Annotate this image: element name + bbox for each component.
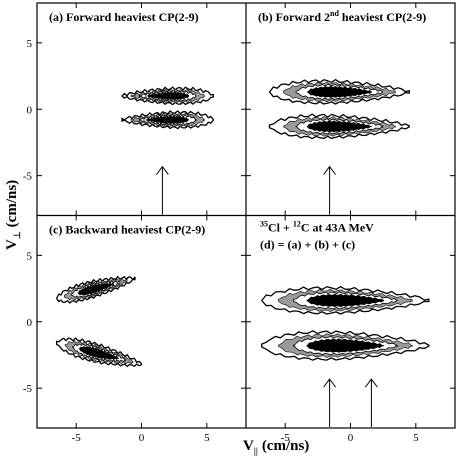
y-axis-symbol: V xyxy=(4,239,20,250)
panel-b-label-main: (b) Forward 2 xyxy=(258,10,330,24)
contour-b-lobe1-core xyxy=(307,85,372,98)
contour-a-lobe1-core xyxy=(146,91,189,101)
x-tick-label-left-5: 5 xyxy=(204,432,210,444)
contour-b-lobe2-core xyxy=(307,120,372,133)
panel-a: (a) Forward heaviest CP(2-9) xyxy=(37,3,246,216)
y-tick-label-bottom-5: 5 xyxy=(27,250,33,262)
contour-c-lobe2-core xyxy=(79,345,119,360)
x-axis-subscript: || xyxy=(254,446,258,456)
x-tick-label-left-0: 0 xyxy=(139,432,145,444)
panel-b-label-rest: heaviest CP(2-9) xyxy=(339,10,426,24)
x-tick-label-right--5: -5 xyxy=(281,432,291,444)
contour-a-lobe2-core xyxy=(146,115,189,125)
panel-a-label: (a) Forward heaviest CP(2-9) xyxy=(49,10,199,24)
panel-b-label-sup: nd xyxy=(330,9,339,18)
panel-b-label: (b) Forward 2nd heaviest CP(2-9) xyxy=(258,9,426,24)
axis-labels: V|| (cm/ns) V⊥(cm/ns) xyxy=(4,180,309,456)
panel-c: (c) Backward heaviest CP(2-9) xyxy=(37,215,246,428)
panels-layer: (a) Forward heaviest CP(2-9) (b) Forward … xyxy=(37,3,455,428)
y-tick-label-bottom--5: -5 xyxy=(23,383,33,395)
x-tick-label-right-0: 0 xyxy=(348,432,354,444)
arrow-d-2 xyxy=(364,378,378,427)
panel-b: (b) Forward 2nd heaviest CP(2-9) xyxy=(246,3,455,216)
figure-frame xyxy=(36,2,456,429)
contour-d-lobe2-core xyxy=(306,338,384,353)
x-tick-label-right-5: 5 xyxy=(413,432,419,444)
x-axis-unit: (cm/ns) xyxy=(262,438,310,454)
x-axis-symbol: V xyxy=(243,438,254,454)
y-axis-label: V⊥ (cm/ns) xyxy=(4,180,22,250)
y-tick-label-top-5: 5 xyxy=(27,38,33,50)
y-tick-label-bottom-0: 0 xyxy=(27,317,33,329)
contour-d-lobe1-core xyxy=(306,293,384,308)
y-axis-unit: (cm/ns) xyxy=(4,180,20,228)
y-tick-label-top--5: -5 xyxy=(23,171,33,183)
y-axis-subscript: ⊥ xyxy=(12,231,22,239)
contour-c-lobe1-core xyxy=(77,282,115,296)
panel-d-note-2: (d) = (a) + (b) + (c) xyxy=(260,238,355,252)
x-axis-label: V|| (cm/ns) xyxy=(243,438,309,456)
tick-labels: -5 0 5 -5 0 5 5 0 -5 5 0 -5 xyxy=(23,38,419,444)
x-tick-label-left--5: -5 xyxy=(72,432,82,444)
arrow-d-1 xyxy=(323,378,337,427)
arrow-a-1 xyxy=(155,165,169,215)
panel-c-label: (c) Backward heaviest CP(2-9) xyxy=(49,223,205,237)
arrow-b-1 xyxy=(323,165,337,215)
panel-d: 35Cl + 12C at 43A MeV (d) = (a) + (b) + (… xyxy=(246,215,455,428)
y-tick-label-top-0: 0 xyxy=(27,104,33,116)
panel-d-note-1: 35Cl + 12C at 43A MeV xyxy=(260,220,374,235)
panel-c-label-main: (c) Backward heaviest CP(2-9) xyxy=(49,223,205,237)
panel-a-label-main: (a) Forward heaviest CP(2-9) xyxy=(49,10,199,24)
